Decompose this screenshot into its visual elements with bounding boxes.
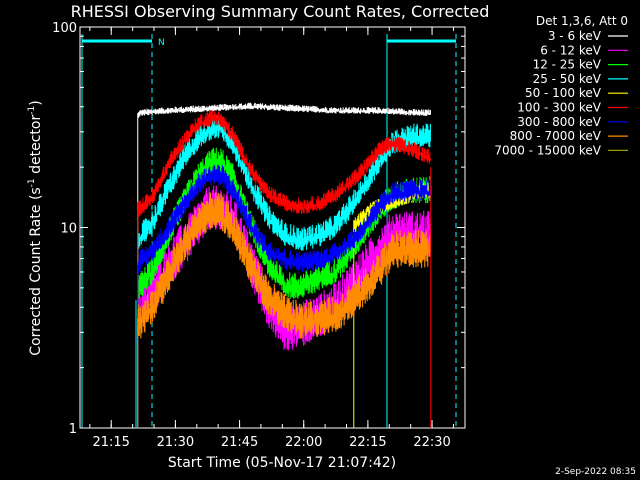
y-axis-label: Corrected Count Rate (s-1 detector-1)	[27, 100, 44, 355]
legend-label: 7000 - 15000 keV	[494, 143, 601, 157]
y-tick-label: 10	[60, 222, 77, 237]
x-axis-ticks: 21:15 21:30 21:45 22:00 22:15 22:30	[89, 27, 454, 450]
x-tick-label: 22:30	[413, 435, 450, 450]
legend-label: 50 - 100 keV	[525, 86, 602, 100]
x-tick-label: 22:00	[285, 435, 322, 450]
x-axis-label: Start Time (05-Nov-17 21:07:42)	[168, 455, 396, 471]
y-tick-label: 1	[69, 422, 77, 437]
y-tick-label: 100	[52, 21, 77, 36]
series-800to7000keVkeV	[137, 192, 431, 339]
series-100to300keVkeV	[137, 110, 431, 217]
footer-date: 2-Sep-2022 08:35	[555, 467, 636, 477]
legend-label: 6 - 12 keV	[540, 43, 602, 57]
legend-label: 100 - 300 keV	[517, 101, 601, 115]
x-tick-label: 21:45	[221, 435, 258, 450]
series-3to6keVkeV	[137, 102, 431, 118]
series-layer	[137, 102, 432, 428]
legend-label: 300 - 800 keV	[517, 115, 601, 129]
x-tick-label: 22:15	[349, 435, 386, 450]
legend-label: 25 - 50 keV	[533, 72, 602, 86]
legend-label: 3 - 6 keV	[548, 29, 602, 43]
x-tick-label: 21:30	[157, 435, 194, 450]
flag-label: N	[158, 38, 165, 48]
y-axis-ticks: 100 10 1	[52, 21, 465, 437]
chart-title: RHESSI Observing Summary Count Rates, Co…	[71, 2, 490, 21]
legend-header: Det 1,3,6, Att 0	[536, 14, 628, 28]
x-tick-label: 21:15	[92, 435, 129, 450]
legend-label: 800 - 7000 keV	[510, 129, 602, 143]
legend-label: 12 - 25 keV	[533, 58, 602, 72]
